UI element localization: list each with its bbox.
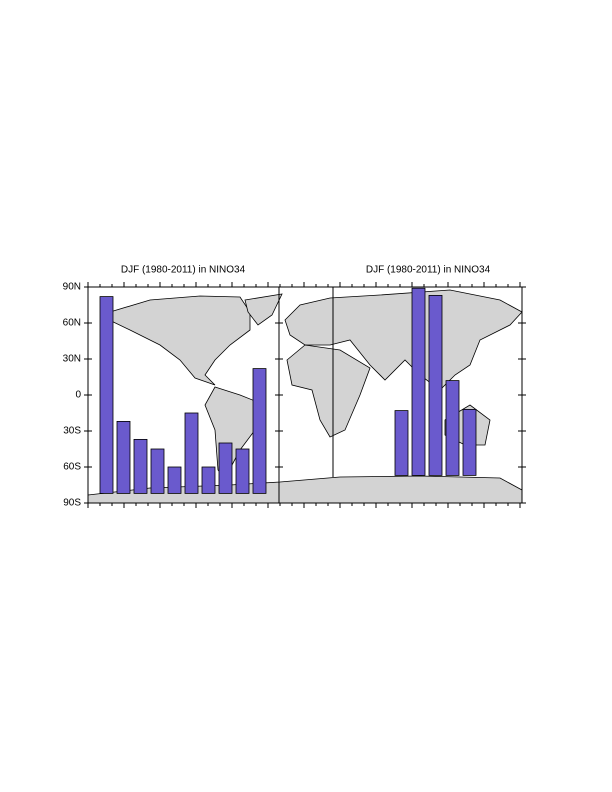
bar <box>184 412 199 494</box>
y-tick-label: 60N <box>63 318 81 329</box>
y-tick-label: 30N <box>63 354 81 365</box>
bar <box>99 296 114 494</box>
africa <box>286 344 371 438</box>
bar <box>252 368 267 494</box>
y-tick-label: 90N <box>63 282 81 293</box>
bar <box>445 380 460 476</box>
y-tick-label: 60S <box>63 462 81 473</box>
bar <box>116 420 131 494</box>
bar <box>235 448 250 494</box>
bar <box>218 442 233 494</box>
bar <box>167 466 182 494</box>
bar <box>201 466 216 494</box>
axes: 90N 60N 30N 0 30S 60S 90S <box>63 282 526 509</box>
bar <box>462 408 477 476</box>
bars <box>99 287 477 494</box>
bar <box>133 438 148 494</box>
bar <box>394 410 409 476</box>
right-title: DJF (1980-2011) in NINO34 <box>366 265 491 276</box>
y-tick-label: 90S <box>63 498 81 509</box>
greenland <box>244 293 283 326</box>
eurasia <box>284 289 523 391</box>
bar <box>428 294 443 476</box>
north-america <box>104 295 251 386</box>
bar <box>150 448 165 494</box>
y-tick-label: 30S <box>63 426 81 437</box>
left-title: DJF (1980-2011) in NINO34 <box>121 265 246 276</box>
bar <box>411 287 426 476</box>
y-tick-label: 0 <box>75 390 81 401</box>
